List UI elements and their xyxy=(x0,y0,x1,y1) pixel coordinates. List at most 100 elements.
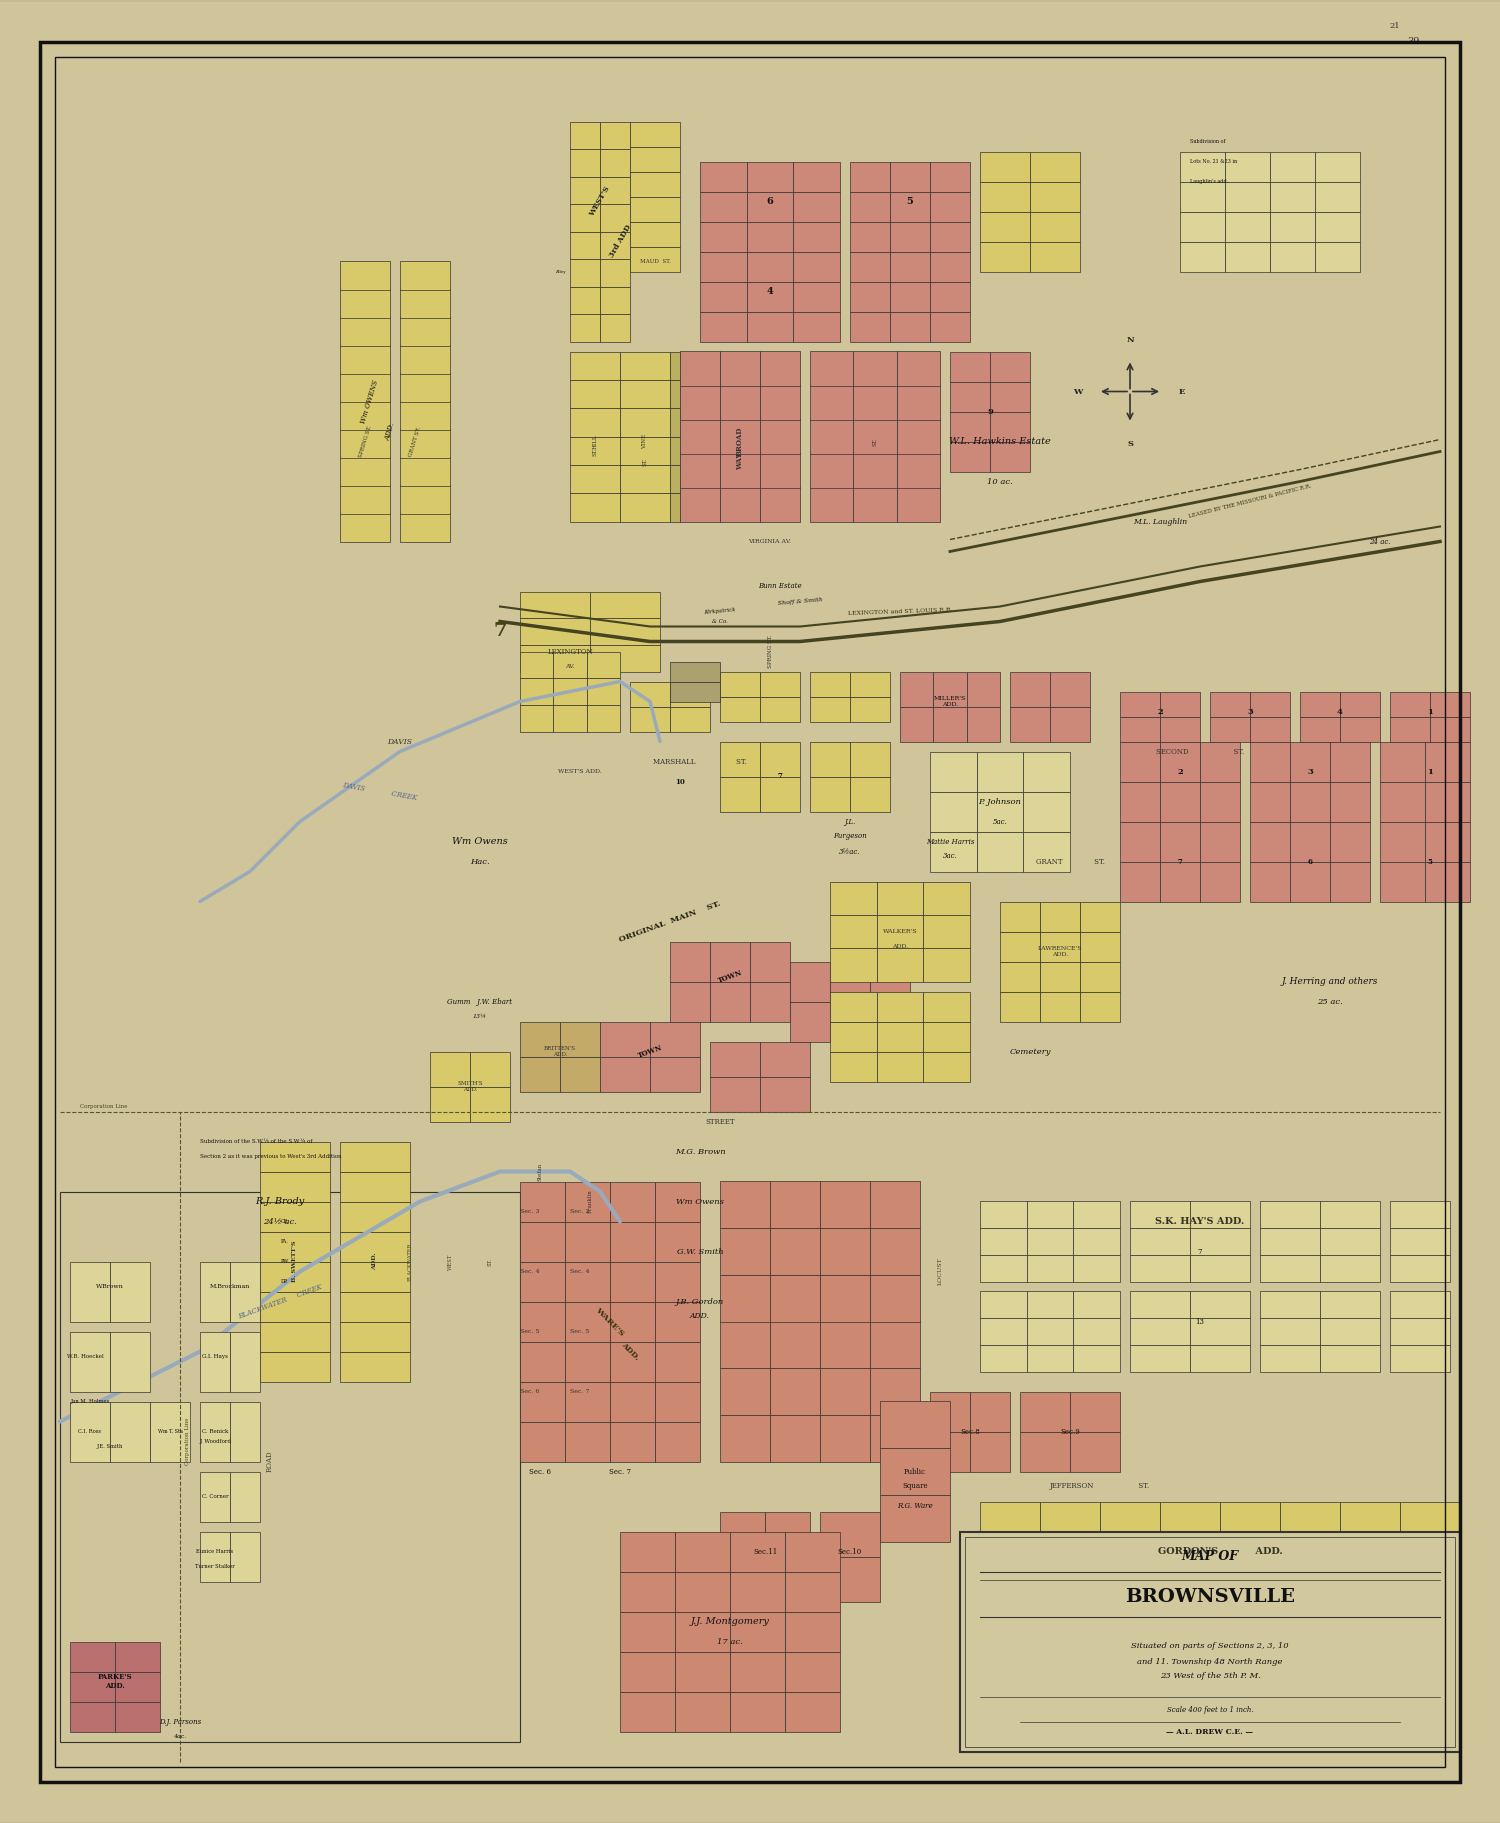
Text: 7: 7 xyxy=(1178,857,1182,866)
Text: SPRING ST.: SPRING ST. xyxy=(357,425,372,458)
Text: SECOND                    ST.: SECOND ST. xyxy=(1156,747,1244,755)
Bar xyxy=(821,1274,870,1322)
Bar xyxy=(1074,1345,1120,1371)
Text: J.L.: J.L. xyxy=(844,817,855,826)
Bar xyxy=(1130,1345,1190,1371)
Bar xyxy=(700,162,747,191)
Bar xyxy=(200,1402,230,1462)
Text: 1: 1 xyxy=(1426,707,1432,715)
Bar xyxy=(610,1181,656,1221)
Bar xyxy=(1250,822,1290,862)
Text: VIRGINIA AV.: VIRGINIA AV. xyxy=(748,540,792,543)
Bar xyxy=(850,162,889,191)
Bar xyxy=(260,1232,330,1262)
Text: W.B. Hoeckel: W.B. Hoeckel xyxy=(66,1354,104,1358)
Bar xyxy=(810,352,853,385)
Text: Scale 400 feet to 1 inch.: Scale 400 feet to 1 inch. xyxy=(1167,1706,1254,1714)
Bar xyxy=(1190,1229,1250,1254)
Bar xyxy=(1390,1254,1450,1282)
Bar xyxy=(870,1274,919,1322)
Bar xyxy=(260,1351,330,1382)
Text: 39: 39 xyxy=(1407,36,1420,46)
Text: WARE'S: WARE'S xyxy=(594,1305,626,1338)
Bar xyxy=(810,487,853,521)
Bar xyxy=(850,281,889,312)
Text: Alley: Alley xyxy=(555,270,566,273)
Text: PW.: PW. xyxy=(280,1260,290,1263)
Bar xyxy=(730,1531,784,1571)
Bar xyxy=(930,312,970,341)
Bar xyxy=(590,645,660,671)
Text: Mattie Harris: Mattie Harris xyxy=(926,837,975,846)
Bar xyxy=(990,352,1030,381)
Bar xyxy=(340,1172,410,1201)
Text: N: N xyxy=(1126,335,1134,343)
Bar xyxy=(566,1302,610,1342)
Bar xyxy=(116,1672,160,1701)
Bar xyxy=(1160,862,1200,902)
Bar xyxy=(890,222,930,252)
Bar xyxy=(260,1141,330,1172)
Text: Jan M. Holmes: Jan M. Holmes xyxy=(70,1398,110,1404)
Text: Situated on parts of Sections 2, 3, 10: Situated on parts of Sections 2, 3, 10 xyxy=(1131,1643,1288,1650)
Bar xyxy=(1023,751,1070,791)
Bar xyxy=(400,430,450,458)
Bar xyxy=(570,149,600,177)
Bar xyxy=(1200,822,1240,862)
Text: Sec.10: Sec.10 xyxy=(839,1548,862,1555)
Bar xyxy=(670,352,680,379)
Bar xyxy=(794,191,840,222)
Bar xyxy=(656,1262,700,1302)
Text: B. SWETT'S: B. SWETT'S xyxy=(292,1241,297,1282)
Bar xyxy=(600,204,630,232)
Bar xyxy=(340,1262,410,1291)
Bar xyxy=(1425,862,1470,902)
Bar xyxy=(720,742,760,777)
Bar xyxy=(1026,1345,1074,1371)
Bar xyxy=(897,385,940,419)
Bar xyxy=(720,1415,770,1462)
Bar xyxy=(675,1692,730,1732)
Bar xyxy=(656,1382,700,1422)
Bar xyxy=(600,259,630,286)
Bar xyxy=(656,1422,700,1462)
Bar xyxy=(850,742,889,777)
Bar xyxy=(610,1262,656,1302)
Bar xyxy=(830,1052,876,1081)
Bar xyxy=(930,791,976,831)
Bar xyxy=(1160,822,1200,862)
Text: Cemetery: Cemetery xyxy=(1010,1048,1050,1056)
Bar xyxy=(1023,791,1070,831)
Bar xyxy=(670,662,720,682)
Bar xyxy=(1130,1254,1190,1282)
Bar xyxy=(750,941,790,981)
Bar xyxy=(520,1342,566,1382)
Bar xyxy=(760,352,800,385)
Text: 4: 4 xyxy=(1336,707,1342,715)
Bar xyxy=(876,915,924,948)
Text: Franklin: Franklin xyxy=(588,1190,592,1214)
Text: Shoff & Smith: Shoff & Smith xyxy=(777,598,822,605)
Bar xyxy=(720,454,760,487)
Bar xyxy=(876,1021,924,1052)
Bar xyxy=(1390,691,1429,716)
Bar xyxy=(930,751,976,791)
Bar xyxy=(680,487,720,521)
Text: ST.: ST. xyxy=(873,438,877,447)
Bar xyxy=(970,1391,1010,1431)
Bar xyxy=(470,1087,510,1121)
Text: Subdivision of: Subdivision of xyxy=(1190,139,1225,144)
Bar xyxy=(230,1262,260,1322)
Bar xyxy=(890,252,930,281)
Bar xyxy=(900,671,933,707)
Bar xyxy=(720,385,760,419)
Bar xyxy=(566,1382,610,1422)
Bar xyxy=(680,385,720,419)
Text: Sec. 3: Sec. 3 xyxy=(520,1209,540,1214)
Text: HILL: HILL xyxy=(592,434,597,448)
Bar xyxy=(1190,1345,1250,1371)
Text: G.I. Hays: G.I. Hays xyxy=(202,1354,228,1358)
Text: 13: 13 xyxy=(1196,1318,1204,1325)
Bar xyxy=(570,232,600,259)
Bar xyxy=(1130,1318,1190,1345)
